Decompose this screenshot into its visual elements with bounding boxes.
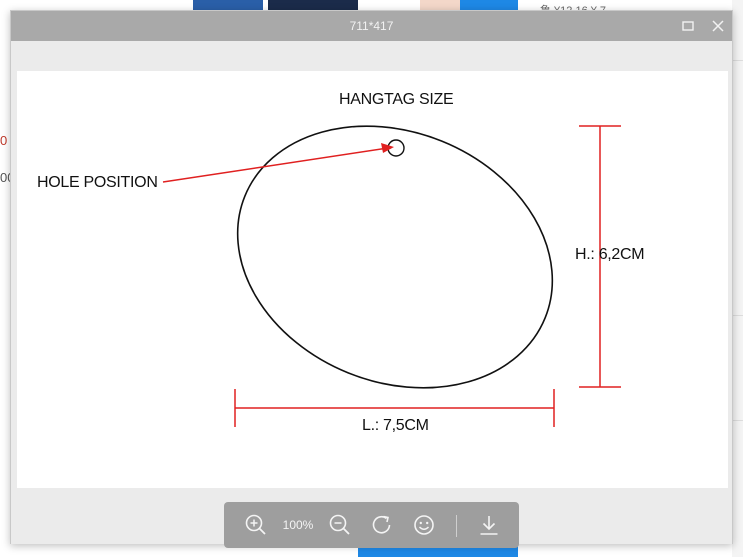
image-canvas: HANGTAG SIZE HOLE POSITION H.: 6,2CM L.:…: [11, 41, 732, 544]
hangtag-drawing: [162, 125, 621, 427]
background-divider: [732, 420, 743, 421]
hole-position-label: HOLE POSITION: [37, 174, 158, 191]
hole-pointer-arrowhead: [381, 143, 394, 153]
background-thumbnail: [193, 0, 263, 10]
background-thumbnail: [420, 0, 460, 10]
image-viewer-window: 711*417 HANG: [10, 10, 733, 544]
hangtag-title: HANGTAG SIZE: [339, 91, 454, 108]
zoom-out-button[interactable]: [327, 512, 353, 538]
zoom-level: 100%: [282, 518, 314, 532]
length-label: L.: 7,5CM: [362, 417, 429, 434]
hangtag-outline: [236, 125, 554, 389]
background-divider: [732, 315, 743, 316]
zoom-in-icon: [245, 514, 266, 535]
window-title: 711*417: [349, 19, 394, 33]
rotate-icon: [372, 515, 391, 534]
download-icon: [480, 516, 498, 535]
emoji-button[interactable]: [411, 512, 437, 538]
smiley-icon: [414, 515, 434, 535]
toolbar-divider: [456, 515, 457, 537]
maximize-icon: [682, 21, 694, 31]
hangtag-image: HANGTAG SIZE HOLE POSITION H.: 6,2CM L.:…: [17, 71, 728, 488]
title-bar[interactable]: 711*417: [11, 11, 732, 41]
rotate-button[interactable]: [369, 512, 395, 538]
background-thumbnail: [268, 0, 358, 10]
download-button[interactable]: [476, 512, 502, 538]
maximize-button[interactable]: [680, 18, 696, 34]
close-icon: [712, 20, 724, 32]
zoom-in-button[interactable]: [243, 512, 269, 538]
viewer-toolbar: 100%: [224, 502, 519, 548]
hole-pointer-line: [162, 147, 389, 183]
background-sidebar: [732, 0, 743, 557]
background-divider: [732, 60, 743, 61]
height-label: H.: 6,2CM: [575, 246, 645, 263]
close-button[interactable]: [710, 18, 726, 34]
zoom-out-icon: [329, 514, 350, 535]
